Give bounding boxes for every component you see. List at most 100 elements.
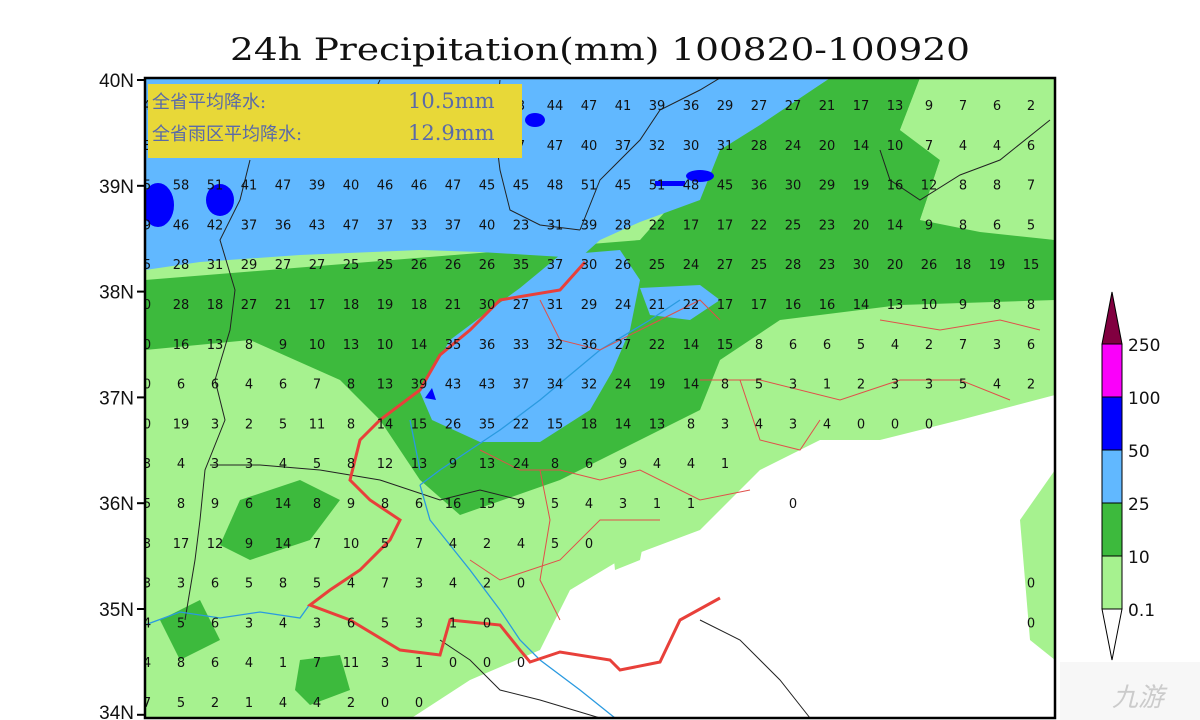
grid-value: 27 [275, 258, 292, 273]
grid-value: 37 [547, 258, 564, 273]
grid-value: 0 [143, 378, 151, 393]
grid-value: 5 [381, 616, 389, 631]
legend-50-100 [1101, 396, 1123, 451]
grid-value: 45 [615, 179, 632, 194]
grid-value: 7 [415, 537, 423, 552]
county-boundaries [469, 299, 1041, 621]
latitude-label: 37N [99, 388, 134, 409]
grid-value: 46 [173, 218, 190, 233]
grid-value: 1 [415, 656, 423, 671]
grid-value: 5 [1027, 218, 1035, 233]
grid-value: 19 [853, 179, 870, 194]
grid-value: 4 [143, 616, 151, 631]
grid-value: 4 [823, 417, 831, 432]
grid-value: 28 [615, 218, 632, 233]
grid-value: 7 [959, 338, 967, 353]
grid-value: 5 [143, 497, 151, 512]
grid-value: 5 [755, 378, 763, 393]
grid-value: 5 [177, 616, 185, 631]
grid-value: 8 [551, 457, 559, 472]
grid-value: 6 [823, 338, 831, 353]
grid-value: 37 [377, 218, 394, 233]
grid-value: 25 [343, 258, 360, 273]
grid-value: 3 [143, 577, 151, 592]
grid-value: 14 [853, 139, 870, 154]
grid-value: 22 [649, 218, 666, 233]
grid-value: 4 [687, 457, 695, 472]
rain-region-light [1020, 470, 1055, 660]
grid-value: 19 [377, 298, 394, 313]
grid-value: 35 [513, 258, 530, 273]
grid-value: 40 [581, 139, 598, 154]
grid-value: 8 [687, 417, 695, 432]
grid-value: 0 [143, 417, 151, 432]
rain-area-avg-precip-label: 全省雨区平均降水: [152, 124, 302, 145]
grid-value: 20 [819, 139, 836, 154]
grid-value: 13 [411, 457, 428, 472]
grid-value: 16 [445, 497, 462, 512]
grid-value: 0 [1027, 577, 1035, 592]
grid-value: 5 [313, 577, 321, 592]
grid-value: 1 [245, 696, 253, 711]
grid-value: 0 [517, 656, 525, 671]
legend-label-25: 25 [1128, 495, 1150, 515]
grid-value: 32 [547, 338, 564, 353]
grid-value: 29 [581, 298, 598, 313]
grid-value: 9 [143, 218, 151, 233]
grid-value: 4 [177, 457, 185, 472]
grid-value: 24 [513, 457, 530, 472]
grid-value: 17 [717, 218, 734, 233]
grid-value: 8 [993, 298, 1001, 313]
grid-value: 6 [415, 497, 423, 512]
grid-value: 10 [887, 139, 904, 154]
grid-value: 36 [751, 179, 768, 194]
grid-value: 17 [309, 298, 326, 313]
grid-value: 5 [279, 417, 287, 432]
info-box: 全省平均降水: 10.5mm 全省雨区平均降水: 12.9mm [148, 84, 522, 158]
avg-precip-label: 全省平均降水: [152, 92, 266, 113]
grid-value: 3 [415, 577, 423, 592]
grid-value: 7 [143, 696, 151, 711]
grid-value: 4 [279, 616, 287, 631]
rain-region-light [610, 510, 650, 570]
grid-value: 6 [993, 218, 1001, 233]
grid-value: 5 [857, 338, 865, 353]
grid-value: 11 [309, 417, 326, 432]
grid-value: 35 [445, 338, 462, 353]
grid-value: 10 [377, 338, 394, 353]
grid-value: 2 [1027, 99, 1035, 114]
grid-value: 0 [891, 417, 899, 432]
grid-value: 21 [445, 298, 462, 313]
grid-value: 7 [925, 139, 933, 154]
grid-value: 16 [887, 179, 904, 194]
watermark-logo: 九游 [1060, 662, 1200, 720]
grid-value: 3 [245, 457, 253, 472]
grid-value: 27 [513, 298, 530, 313]
grid-value: 31 [207, 258, 224, 273]
grid-value: 29 [717, 99, 734, 114]
grid-value: 4 [585, 497, 593, 512]
grid-value: 25 [785, 218, 802, 233]
latitude-label: 38N [99, 283, 134, 304]
grid-value: 11 [343, 656, 360, 671]
grid-value: 2 [211, 696, 219, 711]
grid-value: 18 [955, 258, 972, 273]
grid-value: 13 [479, 457, 496, 472]
grid-value: 9 [449, 457, 457, 472]
grid-value: 1 [721, 457, 729, 472]
grid-value: 9 [211, 497, 219, 512]
grid-value: 8 [993, 179, 1001, 194]
grid-value: 2 [857, 378, 865, 393]
grid-value: 6 [1027, 338, 1035, 353]
grid-value: 0 [143, 298, 151, 313]
grid-value: 47 [343, 218, 360, 233]
grid-value: 4 [245, 656, 253, 671]
legend-label-10: 10 [1128, 548, 1150, 568]
grid-value: 8 [347, 457, 355, 472]
grid-value: 4 [347, 577, 355, 592]
grid-value: 5 [381, 537, 389, 552]
grid-value: 7 [959, 99, 967, 114]
grid-value: 13 [207, 338, 224, 353]
grid-value: 3 [993, 338, 1001, 353]
grid-value: 17 [751, 298, 768, 313]
